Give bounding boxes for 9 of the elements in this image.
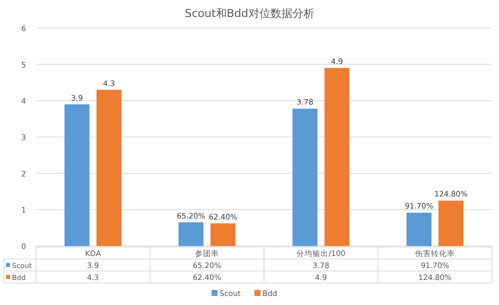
bar <box>178 222 204 246</box>
chart-title: Scout和Bdd对位数据分析 <box>184 7 314 20</box>
bar <box>292 108 318 246</box>
bar <box>96 90 122 246</box>
bar <box>210 223 236 246</box>
bar <box>406 212 432 246</box>
bar <box>438 200 464 246</box>
bar <box>324 68 350 246</box>
bar <box>64 104 90 246</box>
